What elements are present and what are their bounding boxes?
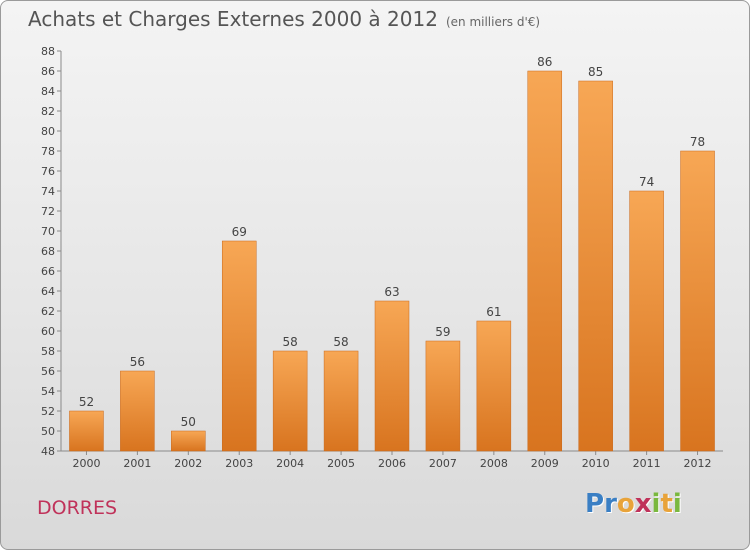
bar bbox=[425, 340, 461, 452]
bar bbox=[69, 410, 104, 452]
bar-value-label: 85 bbox=[588, 65, 603, 79]
bar bbox=[527, 70, 563, 452]
x-tick-label: 2001 bbox=[123, 457, 151, 470]
y-tick-label: 54 bbox=[41, 385, 55, 398]
bar bbox=[171, 430, 206, 452]
y-tick-label: 84 bbox=[41, 85, 55, 98]
y-tick-label: 66 bbox=[41, 265, 55, 278]
bar-value-label: 69 bbox=[232, 225, 247, 239]
bar-value-label: 74 bbox=[639, 175, 654, 189]
logo-letter: i bbox=[651, 489, 661, 519]
x-tick-label: 2004 bbox=[276, 457, 304, 470]
commune-name: DORRES bbox=[37, 497, 118, 519]
bar-value-label: 56 bbox=[130, 355, 145, 369]
chart-title-block: Achats et Charges Externes 2000 à 2012 (e… bbox=[28, 7, 540, 31]
y-tick-label: 58 bbox=[41, 345, 55, 358]
x-tick-label: 2009 bbox=[531, 457, 559, 470]
bar-value-label: 61 bbox=[486, 305, 501, 319]
y-axis: 48 50 52 54 56 58 60 62 64 66 68 70 72 74 76 78 80 82 84 86… bbox=[41, 45, 62, 458]
y-tick-label: 76 bbox=[41, 165, 55, 178]
bar bbox=[374, 300, 410, 452]
y-tick-label: 60 bbox=[41, 325, 55, 338]
logo-letter: t bbox=[660, 489, 673, 519]
y-tick-label: 80 bbox=[41, 125, 55, 138]
chart-title: Achats et Charges Externes 2000 à 2012 bbox=[28, 7, 438, 31]
y-tick-label: 62 bbox=[41, 305, 55, 318]
y-tick-label: 72 bbox=[41, 205, 55, 218]
y-tick-label: 70 bbox=[41, 225, 55, 238]
bar-value-label: 58 bbox=[333, 335, 348, 349]
x-tick-label: 2000 bbox=[72, 457, 100, 470]
logo-letter: i bbox=[672, 489, 682, 519]
y-tick-label: 64 bbox=[41, 285, 55, 298]
x-tick-label: 2010 bbox=[582, 457, 610, 470]
x-tick-label: 2003 bbox=[225, 457, 253, 470]
bar-value-label: 50 bbox=[181, 415, 196, 429]
x-tick-label: 2007 bbox=[429, 457, 457, 470]
bar bbox=[323, 350, 359, 452]
bar-value-label: 58 bbox=[283, 335, 298, 349]
bar-value-label: 63 bbox=[384, 285, 399, 299]
bar-value-label: 78 bbox=[690, 135, 705, 149]
x-tick-label: 2011 bbox=[633, 457, 661, 470]
y-tick-label: 56 bbox=[41, 365, 55, 378]
bar bbox=[476, 320, 512, 452]
x-tick-label: 2005 bbox=[327, 457, 355, 470]
logo-letter: o bbox=[616, 489, 635, 519]
bars: 52 56 50 69 58 58 63 59 61 86 85 74 78 bbox=[69, 55, 715, 452]
logo-letter: r bbox=[604, 489, 617, 519]
bar-value-label: 59 bbox=[435, 325, 450, 339]
y-tick-label: 52 bbox=[41, 405, 55, 418]
x-tick-label: 2008 bbox=[480, 457, 508, 470]
y-tick-label: 78 bbox=[41, 145, 55, 158]
logo-letter: P bbox=[585, 489, 605, 519]
y-tick-label: 74 bbox=[41, 185, 55, 198]
x-tick-label: 2012 bbox=[684, 457, 712, 470]
chart-unit: (en milliers d'€) bbox=[445, 15, 541, 29]
y-tick-label: 68 bbox=[41, 245, 55, 258]
x-tick-label: 2006 bbox=[378, 457, 406, 470]
logo-letter: x bbox=[634, 489, 652, 519]
bar-value-label: 52 bbox=[79, 395, 94, 409]
y-tick-label: 50 bbox=[41, 425, 55, 438]
y-tick-label: 82 bbox=[41, 105, 55, 118]
bar bbox=[221, 240, 257, 452]
x-axis: 2000 2001 2002 2003 2004 2005 2006 2007 2008 2009… bbox=[61, 450, 723, 470]
bar bbox=[120, 370, 155, 452]
bar bbox=[680, 150, 715, 452]
bar-value-label: 86 bbox=[537, 55, 552, 69]
y-tick-label: 88 bbox=[41, 45, 55, 58]
proxiti-logo[interactable]: Proxiti bbox=[585, 489, 682, 519]
y-tick-label: 86 bbox=[41, 65, 55, 78]
bar bbox=[272, 350, 308, 452]
y-tick-label: 48 bbox=[41, 445, 55, 458]
bar bbox=[578, 80, 613, 452]
bar bbox=[629, 190, 664, 452]
x-tick-label: 2002 bbox=[174, 457, 202, 470]
